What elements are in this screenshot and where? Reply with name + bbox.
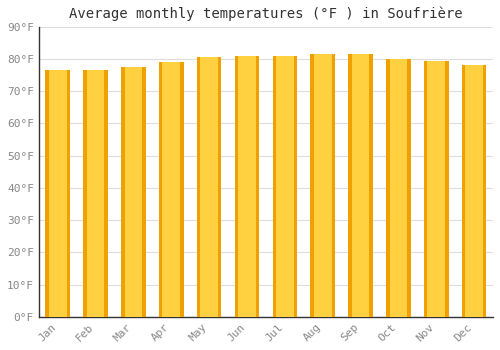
Bar bbox=[162, 62, 180, 317]
Bar bbox=[272, 56, 297, 317]
Bar bbox=[234, 56, 260, 317]
Bar bbox=[424, 61, 448, 317]
Bar bbox=[197, 57, 222, 317]
Bar bbox=[276, 56, 293, 317]
Bar bbox=[159, 62, 184, 317]
Bar bbox=[238, 56, 256, 317]
Bar bbox=[200, 57, 218, 317]
Bar bbox=[49, 70, 66, 317]
Bar bbox=[466, 65, 483, 317]
Bar bbox=[86, 70, 104, 317]
Bar bbox=[386, 59, 410, 317]
Title: Average monthly temperatures (°F ) in Soufrière: Average monthly temperatures (°F ) in So… bbox=[69, 7, 462, 21]
Bar bbox=[46, 70, 70, 317]
Bar bbox=[121, 67, 146, 317]
Bar bbox=[462, 65, 486, 317]
Bar bbox=[84, 70, 108, 317]
Bar bbox=[428, 61, 445, 317]
Bar bbox=[314, 54, 332, 317]
Bar bbox=[124, 67, 142, 317]
Bar bbox=[390, 59, 407, 317]
Bar bbox=[348, 54, 373, 317]
Bar bbox=[352, 54, 370, 317]
Bar bbox=[310, 54, 335, 317]
